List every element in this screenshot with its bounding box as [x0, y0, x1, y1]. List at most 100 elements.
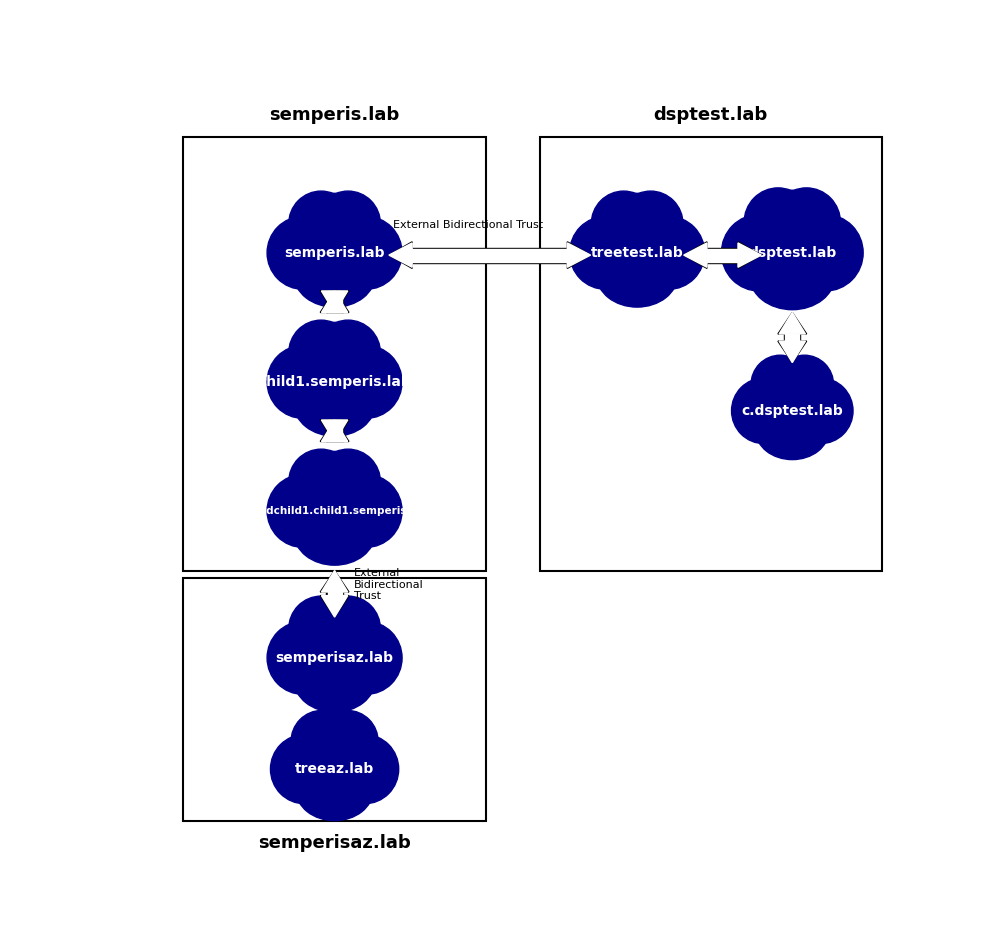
Ellipse shape [291, 710, 352, 773]
Polygon shape [321, 571, 347, 592]
Text: child1.semperis.lab: child1.semperis.lab [258, 375, 411, 389]
Text: semperisaz.lab: semperisaz.lab [275, 651, 393, 665]
Ellipse shape [296, 760, 373, 820]
Ellipse shape [633, 216, 705, 290]
Bar [183, 577, 485, 821]
Polygon shape [326, 420, 342, 441]
Ellipse shape [289, 468, 379, 558]
Ellipse shape [305, 322, 363, 382]
Polygon shape [786, 334, 799, 341]
Ellipse shape [267, 475, 339, 547]
Ellipse shape [288, 191, 353, 257]
Polygon shape [778, 341, 807, 363]
Text: semperis.lab: semperis.lab [269, 106, 399, 124]
Polygon shape [568, 243, 591, 267]
Ellipse shape [756, 402, 829, 460]
Ellipse shape [315, 191, 380, 257]
Polygon shape [320, 290, 349, 313]
Ellipse shape [267, 345, 339, 418]
Ellipse shape [330, 622, 402, 695]
Ellipse shape [289, 210, 379, 300]
Ellipse shape [306, 712, 362, 769]
Polygon shape [320, 420, 349, 441]
Ellipse shape [305, 194, 363, 253]
Polygon shape [779, 341, 806, 363]
Bar [183, 137, 485, 571]
Polygon shape [321, 596, 347, 617]
Ellipse shape [267, 622, 339, 695]
Polygon shape [321, 420, 347, 441]
Polygon shape [779, 313, 806, 334]
Ellipse shape [289, 615, 379, 705]
Text: External
Bidirectional
Trust: External Bidirectional Trust [354, 568, 423, 601]
Polygon shape [412, 248, 568, 263]
Ellipse shape [593, 210, 682, 300]
Polygon shape [707, 249, 738, 262]
Ellipse shape [788, 214, 863, 291]
Text: treetest.lab: treetest.lab [591, 246, 684, 260]
Ellipse shape [267, 216, 339, 290]
Polygon shape [327, 290, 341, 313]
Bar [541, 137, 882, 571]
Polygon shape [707, 248, 738, 263]
Polygon shape [320, 420, 349, 441]
Ellipse shape [750, 242, 835, 310]
Ellipse shape [305, 599, 363, 658]
Ellipse shape [762, 190, 823, 252]
Ellipse shape [788, 378, 853, 443]
Ellipse shape [288, 449, 353, 515]
Ellipse shape [315, 596, 380, 662]
Polygon shape [320, 596, 349, 617]
Polygon shape [388, 243, 412, 267]
Ellipse shape [294, 648, 375, 712]
Ellipse shape [315, 320, 380, 386]
Ellipse shape [330, 475, 402, 547]
Polygon shape [412, 249, 568, 262]
Polygon shape [326, 592, 342, 596]
Ellipse shape [330, 216, 402, 290]
Polygon shape [321, 290, 347, 313]
Ellipse shape [330, 345, 402, 418]
Ellipse shape [592, 191, 656, 257]
Ellipse shape [766, 358, 819, 411]
Ellipse shape [773, 188, 841, 257]
Polygon shape [320, 571, 349, 592]
Ellipse shape [745, 209, 840, 302]
Polygon shape [320, 290, 349, 313]
Ellipse shape [330, 735, 398, 803]
Polygon shape [321, 420, 347, 441]
Text: semperisaz.lab: semperisaz.lab [258, 834, 411, 852]
Ellipse shape [270, 735, 339, 803]
Text: External Bidirectional Trust: External Bidirectional Trust [392, 220, 543, 230]
Ellipse shape [722, 214, 797, 291]
Text: dsptest.lab: dsptest.lab [748, 246, 837, 260]
Polygon shape [568, 242, 591, 268]
Polygon shape [738, 242, 761, 268]
Ellipse shape [732, 378, 797, 443]
Text: c.dsptest.lab: c.dsptest.lab [742, 404, 843, 418]
Ellipse shape [294, 372, 375, 436]
Ellipse shape [570, 216, 642, 290]
Ellipse shape [597, 243, 678, 307]
Polygon shape [327, 592, 341, 596]
Polygon shape [738, 243, 761, 267]
Ellipse shape [776, 356, 834, 414]
Text: dsptest.lab: dsptest.lab [654, 106, 768, 124]
Polygon shape [388, 242, 412, 268]
Polygon shape [684, 243, 707, 267]
Ellipse shape [305, 452, 363, 511]
Polygon shape [326, 290, 342, 313]
Ellipse shape [619, 191, 683, 257]
Polygon shape [684, 242, 707, 268]
Ellipse shape [294, 501, 375, 565]
Ellipse shape [744, 188, 812, 257]
Text: semperis.lab: semperis.lab [284, 246, 384, 260]
Ellipse shape [315, 449, 380, 515]
Ellipse shape [316, 710, 378, 773]
Ellipse shape [608, 194, 667, 253]
Polygon shape [321, 290, 347, 313]
Ellipse shape [288, 596, 353, 662]
Ellipse shape [752, 372, 833, 452]
Text: treeaz.lab: treeaz.lab [295, 762, 374, 776]
Polygon shape [327, 420, 341, 441]
